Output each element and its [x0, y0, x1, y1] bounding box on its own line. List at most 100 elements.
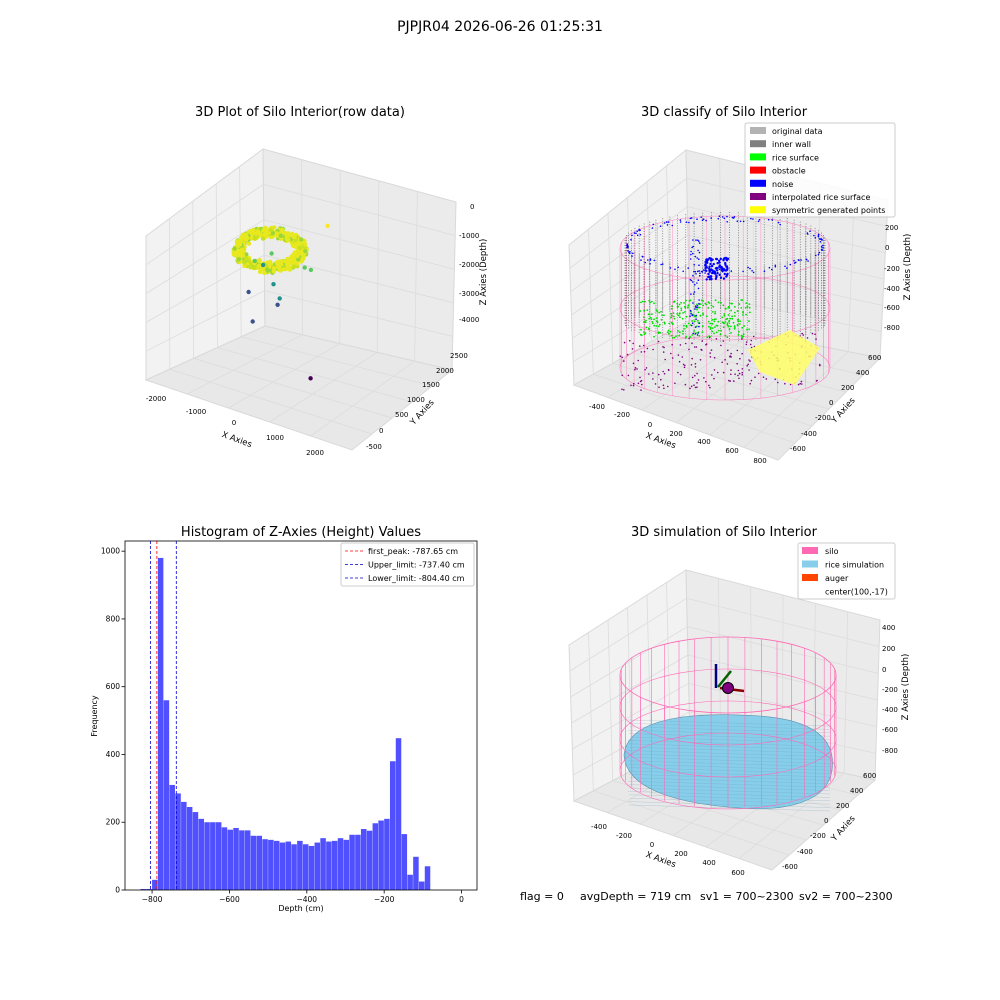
interpolated-point — [717, 371, 719, 374]
interpolated-point — [654, 383, 657, 385]
rice-point — [737, 334, 740, 336]
panel1-ztick: -2000 — [459, 261, 479, 269]
noise-point — [725, 275, 728, 278]
legend-label: inner wall — [772, 140, 811, 149]
noise-point — [708, 265, 711, 268]
rice-point — [726, 336, 729, 339]
ring-point — [276, 264, 281, 270]
noise-point — [692, 302, 694, 304]
legend-label: obstacle — [772, 167, 806, 176]
panel2-xtick: 800 — [753, 457, 766, 465]
noise-point — [651, 227, 654, 229]
panel2-zlabel: Z Axies (Depth) — [903, 234, 913, 301]
noise-point — [822, 246, 824, 249]
noise-point — [715, 274, 718, 277]
ring-point — [260, 236, 266, 241]
noise-point — [818, 238, 821, 240]
rice-point — [663, 321, 666, 324]
rice-point — [668, 332, 670, 335]
ring-point — [259, 266, 265, 272]
noise-point — [806, 232, 809, 234]
noise-point — [644, 261, 646, 264]
noise-point — [688, 221, 690, 224]
rice-point — [744, 306, 747, 309]
interpolated-point — [699, 359, 702, 361]
noise-point — [821, 238, 823, 241]
interpolated-point — [693, 346, 696, 348]
rice-point — [731, 315, 733, 318]
rice-mesh-line — [628, 804, 831, 812]
noise-point — [659, 225, 662, 227]
histogram-bar — [297, 840, 303, 890]
panel2-legend: original data inner wall rice surface obsta… — [744, 122, 896, 218]
noise-point — [725, 265, 729, 268]
outlier-point — [269, 251, 274, 256]
noise-point — [632, 252, 634, 255]
rice-point — [656, 321, 659, 324]
interpolated-point — [632, 384, 635, 387]
legend-swatch — [802, 574, 818, 581]
noise-point — [710, 259, 713, 262]
interpolated-point — [627, 374, 630, 377]
rice-point — [721, 316, 724, 319]
rice-point — [723, 314, 726, 317]
interpolated-point — [726, 363, 729, 365]
histogram-x-ticks: −800 −600 −400 −200 0 — [142, 890, 464, 904]
rice-point — [655, 325, 658, 327]
noise-point — [698, 264, 700, 267]
symmetric-point-cloud — [748, 330, 820, 385]
x-tick-label: −200 — [374, 895, 395, 904]
rice-point — [689, 336, 691, 338]
rice-point — [670, 307, 673, 310]
noise-point — [757, 220, 760, 223]
noise-point — [722, 277, 726, 280]
interpolated-point — [750, 346, 753, 349]
rice-point — [675, 335, 677, 337]
noise-point — [815, 254, 817, 257]
histogram-bar — [418, 881, 425, 890]
interpolated-point — [695, 346, 698, 348]
histogram-bars — [140, 557, 431, 890]
interpolated-point — [747, 363, 749, 366]
histogram-bar — [279, 842, 286, 890]
interpolated-point — [681, 356, 684, 358]
rice-mesh-line — [627, 770, 831, 778]
pane-gridline — [145, 219, 265, 294]
interpolated-point — [797, 383, 800, 386]
ring-point — [243, 256, 249, 261]
y-tick-label: 800 — [106, 614, 121, 623]
rice-point — [723, 313, 726, 315]
rice-point — [701, 325, 704, 328]
histogram-bar — [407, 874, 413, 890]
panel2-xtick: 0 — [648, 421, 652, 429]
rice-point — [666, 331, 669, 334]
noise-point — [730, 270, 733, 272]
histogram-bar — [326, 841, 332, 890]
histogram-bar — [262, 839, 268, 890]
interpolated-point — [750, 379, 753, 382]
noise-point — [649, 263, 651, 265]
rice-point — [650, 300, 653, 303]
rice-point — [667, 329, 670, 332]
rice-mesh-line — [629, 736, 831, 744]
noise-point — [630, 238, 632, 241]
outlier-point — [302, 265, 307, 270]
rice-point — [738, 323, 741, 325]
histogram-bar — [320, 838, 326, 890]
pane-gridline — [263, 219, 455, 270]
legend-swatch — [750, 153, 766, 161]
rice-point — [648, 299, 651, 302]
rice-point — [733, 327, 736, 330]
noise-point — [800, 259, 802, 261]
panel1-ytick: 500 — [395, 411, 408, 419]
histogram-bar — [349, 834, 355, 890]
noise-point — [691, 322, 694, 325]
rice-mesh-line — [629, 798, 831, 805]
panel1-xtick: -1000 — [186, 408, 206, 416]
legend-label: auger — [825, 574, 849, 583]
footer-status: flag = 0 avgDepth = 719 cm sv1 = 700~230… — [520, 890, 893, 903]
panel4-ytick: -400 — [797, 848, 813, 856]
interpolated-point — [799, 382, 801, 385]
interpolated-point — [816, 379, 818, 382]
noise-point — [689, 258, 692, 260]
